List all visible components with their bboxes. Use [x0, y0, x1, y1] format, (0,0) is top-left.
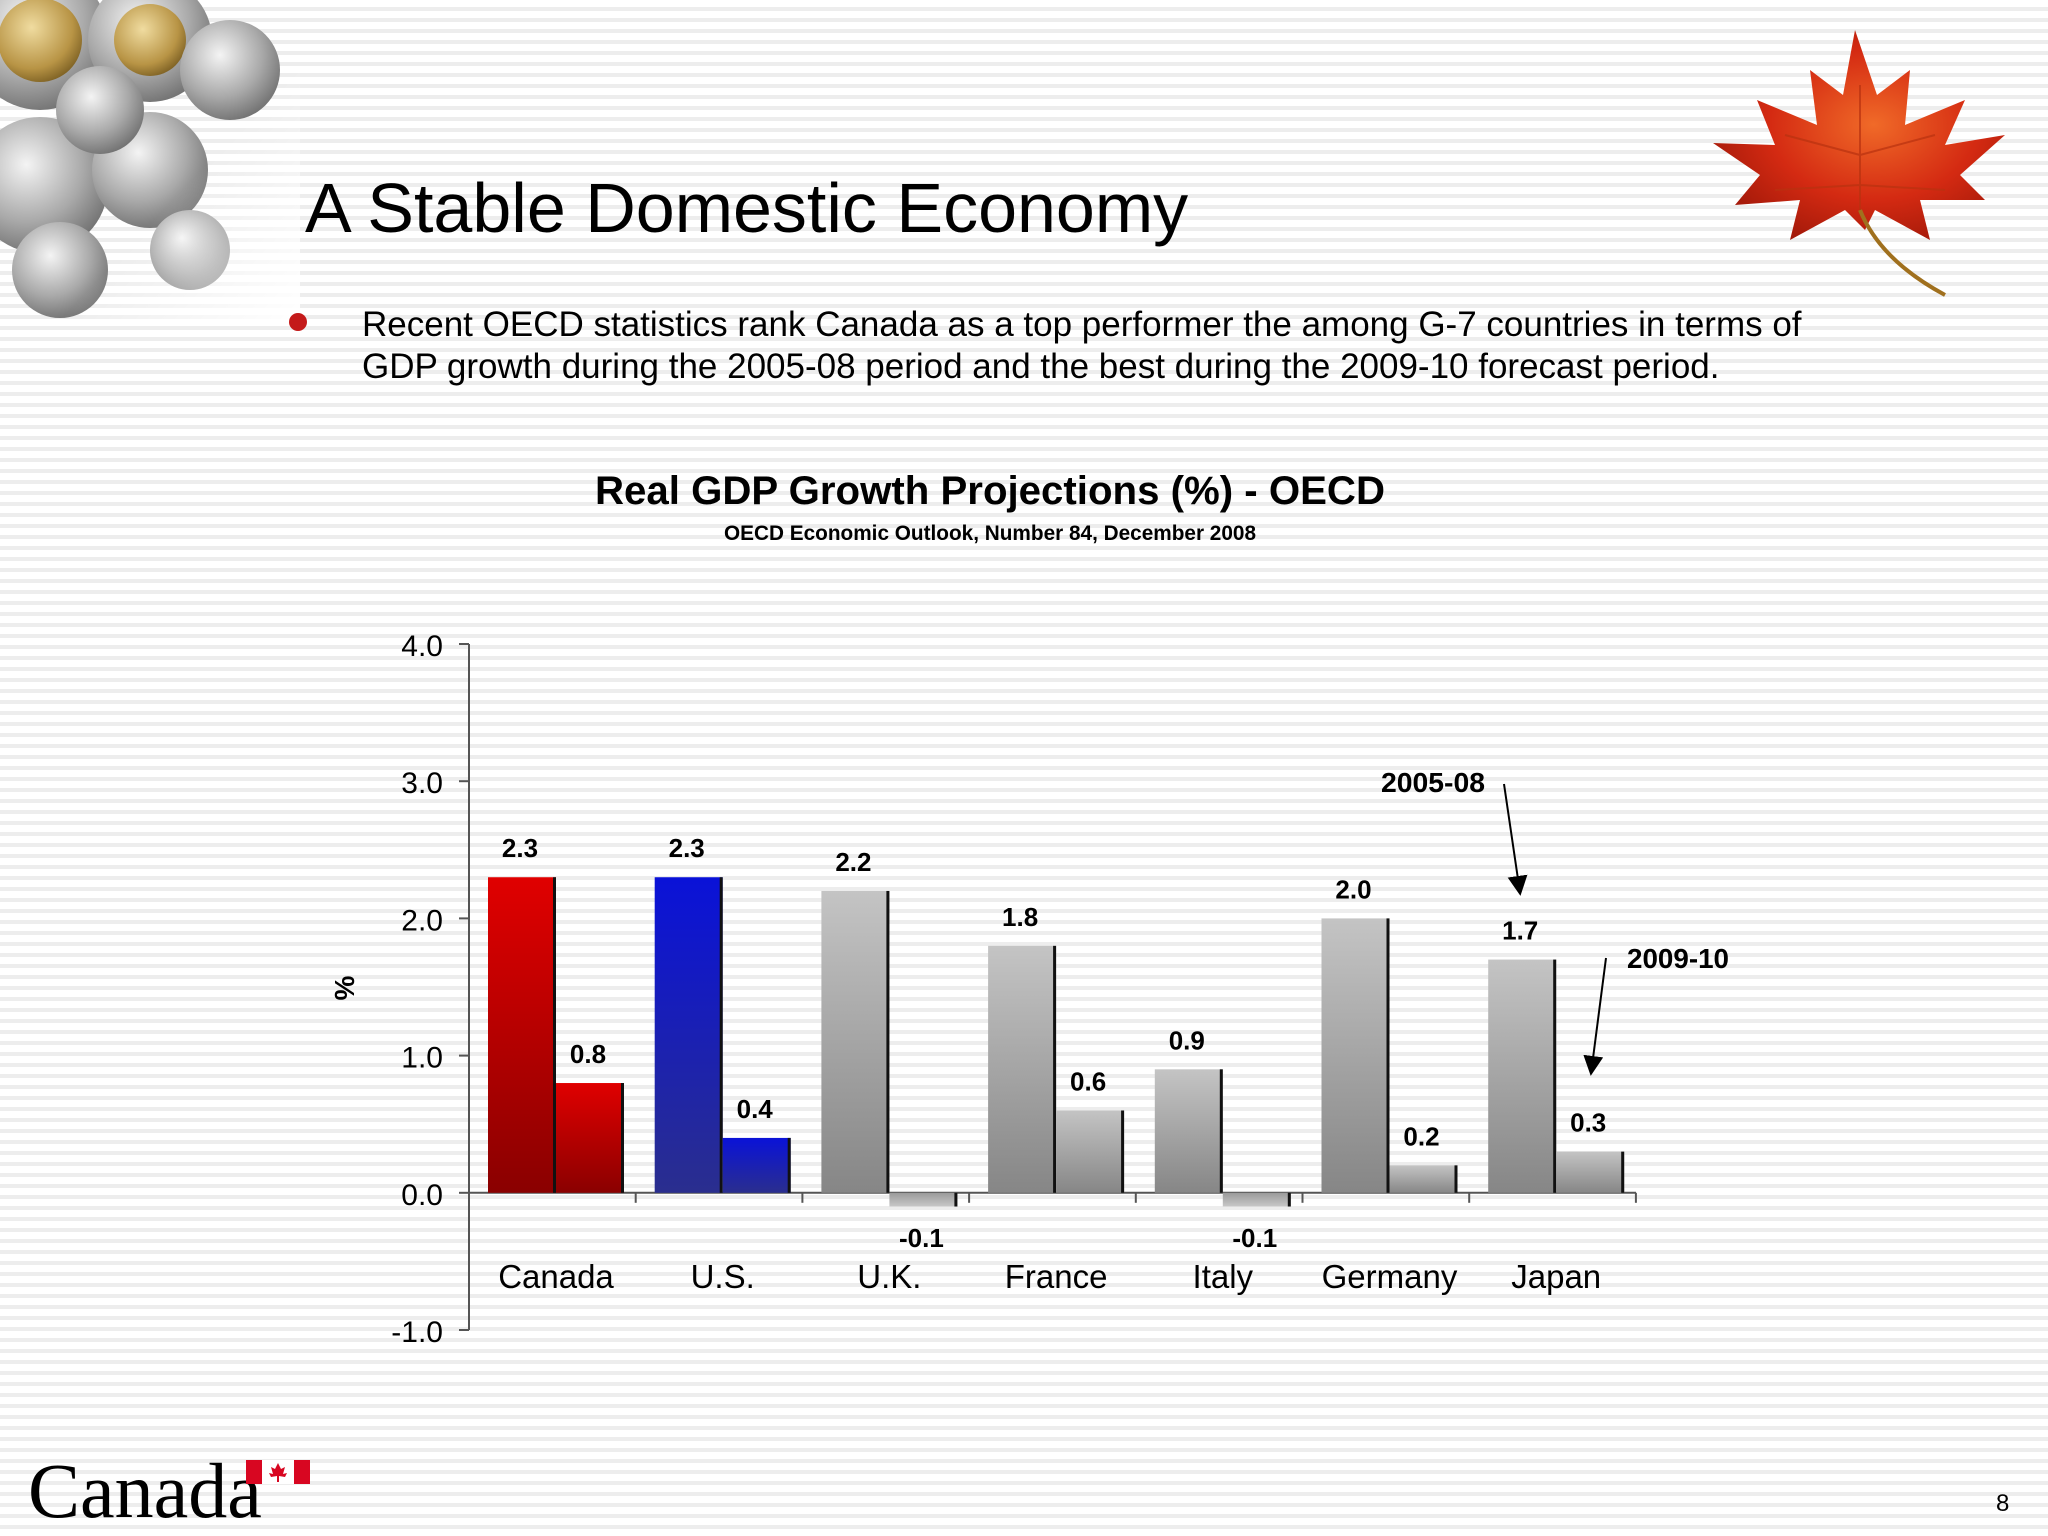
bar-value-label: 2.3 — [669, 833, 705, 863]
y-tick-label: 2.0 — [401, 904, 443, 937]
bar-value-label: 0.3 — [1570, 1108, 1606, 1138]
bar-shadow — [886, 890, 890, 1193]
slide-title: A Stable Domestic Economy — [305, 169, 1189, 247]
bar-italy-2005-08 — [1154, 1069, 1223, 1193]
bar-japan-2005-08 — [1488, 959, 1557, 1193]
bar-shadow — [1219, 1069, 1223, 1193]
category-label: Italy — [1193, 1258, 1254, 1295]
chart-subtitle: OECD Economic Outlook, Number 84, Decemb… — [724, 522, 1256, 545]
bar-value-label: 2.2 — [835, 847, 871, 877]
y-tick-label: 4.0 — [401, 630, 443, 663]
bar-germany-2009-10 — [1389, 1165, 1458, 1193]
bar-germany-2005-08 — [1321, 918, 1390, 1193]
bar-shadow — [787, 1137, 791, 1193]
bar-us-2005-08 — [654, 877, 723, 1193]
bar-shadow — [1553, 959, 1557, 1193]
bar-value-label: 0.6 — [1070, 1066, 1106, 1096]
bullet-text: Recent OECD statistics rank Canada as a … — [362, 305, 1802, 386]
bar-value-label: 2.0 — [1335, 874, 1371, 904]
bar-value-label: 0.8 — [570, 1039, 606, 1069]
bar-france-2005-08 — [988, 945, 1057, 1193]
bar-uk-2009-10 — [889, 1192, 958, 1207]
page-number: 8 — [1996, 1490, 2010, 1517]
bar-value-label: 0.4 — [737, 1094, 774, 1124]
bar-shadow — [954, 1192, 958, 1207]
category-label: U.S. — [691, 1258, 755, 1295]
bar-uk-2005-08 — [821, 890, 890, 1193]
canada-wordmark-text: Canada — [28, 1447, 262, 1534]
bar-shadow — [1454, 1165, 1458, 1193]
bar-shadow — [1121, 1110, 1125, 1193]
bullet-dot — [289, 313, 307, 331]
arrow-2009-10 — [1583, 957, 1607, 1076]
bar-shadow — [719, 877, 723, 1193]
bar-shadow — [1053, 945, 1057, 1193]
category-label: Japan — [1511, 1258, 1601, 1295]
x-axis — [468, 1191, 1637, 1203]
y-axis-label: % — [329, 975, 360, 1000]
category-label: U.K. — [857, 1258, 921, 1295]
bar-italy-2009-10 — [1222, 1192, 1291, 1207]
bar-value-label: 1.8 — [1002, 902, 1038, 932]
y-axis: -1.0 0.0 1.0 2.0 3.0 4.0 — [391, 630, 470, 1349]
bar-value-label: 0.2 — [1403, 1121, 1439, 1151]
bar-shadow — [1386, 918, 1390, 1193]
category-label: Canada — [498, 1258, 614, 1295]
bar-france-2009-10 — [1056, 1110, 1125, 1193]
bar-value-label: 0.9 — [1169, 1025, 1205, 1055]
bar-shadow — [1287, 1192, 1291, 1207]
bar-canada-2009-10 — [556, 1083, 624, 1193]
bar-us-2009-10 — [722, 1137, 791, 1193]
y-tick-label: 0.0 — [401, 1179, 443, 1212]
y-tick-label: 3.0 — [401, 767, 443, 800]
bar-canada-2005-08 — [488, 877, 556, 1193]
bar-value-label: -0.1 — [1232, 1223, 1277, 1253]
y-tick-label: 1.0 — [401, 1042, 443, 1075]
bar-value-label: 2.3 — [502, 833, 538, 863]
coins-photo — [0, 0, 300, 320]
bar-value-label: 1.7 — [1502, 916, 1538, 946]
bar-shadow — [553, 877, 556, 1193]
series-annotation-2005-08: 2005-08 — [1381, 767, 1485, 798]
category-label: France — [1005, 1258, 1108, 1295]
bar-shadow — [1621, 1151, 1625, 1193]
category-labels: Canada U.S. U.K. France Italy Germany Japan — [498, 1258, 1601, 1295]
bars — [488, 877, 1625, 1207]
series-annotation-2009-10: 2009-10 — [1627, 943, 1729, 974]
category-label: Germany — [1322, 1258, 1458, 1295]
bar-shadow — [621, 1083, 624, 1193]
arrow-2005-08 — [1503, 783, 1528, 896]
canada-flag-icon — [246, 1460, 310, 1484]
bar-japan-2009-10 — [1556, 1151, 1625, 1193]
maple-leaf-icon — [1713, 30, 2005, 297]
bar-value-label: -0.1 — [899, 1223, 944, 1253]
y-tick-label: -1.0 — [391, 1316, 443, 1349]
chart-title: Real GDP Growth Projections (%) - OECD — [595, 469, 1385, 513]
bar-value-labels: 2.3 0.8 2.3 0.4 2.2 -0.1 1.8 0.6 0.9 -0.1 2.0 0.2 1.… — [502, 833, 1606, 1253]
